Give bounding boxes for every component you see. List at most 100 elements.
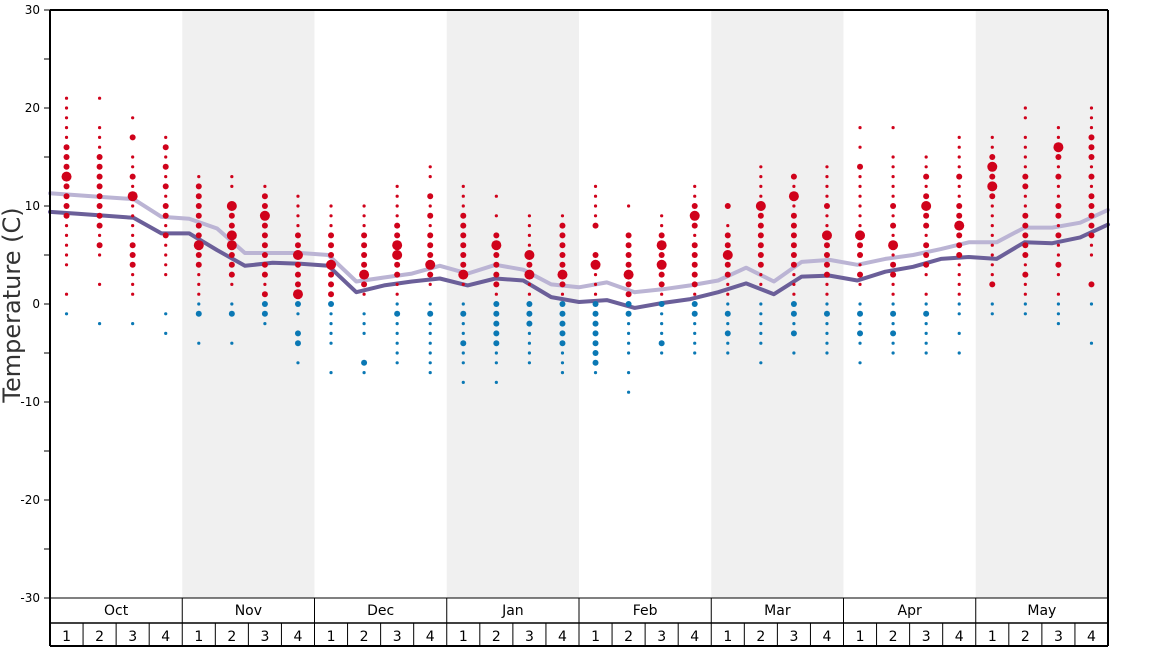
warm-temp-dot	[759, 273, 763, 277]
warm-temp-dot	[131, 116, 135, 120]
warm-temp-dot	[559, 222, 566, 229]
warm-temp-dot	[559, 242, 566, 249]
cold-temp-dot	[592, 340, 599, 347]
warm-temp-dot	[989, 173, 996, 180]
cold-temp-dot	[559, 340, 566, 347]
warm-temp-dot	[691, 203, 698, 209]
warm-temp-dot	[164, 155, 168, 159]
week-label: 1	[194, 629, 203, 645]
cold-temp-dot	[559, 301, 566, 307]
cold-temp-dot	[329, 371, 333, 375]
week-label: 4	[823, 629, 832, 645]
warm-temp-dot	[625, 252, 632, 258]
month-band-jan	[446, 10, 579, 598]
month-label-may: May	[1027, 603, 1056, 619]
warm-temp-dot	[294, 281, 301, 288]
warm-temp-dot	[858, 282, 862, 286]
warm-temp-dot	[460, 232, 467, 239]
warm-temp-dot	[129, 134, 136, 141]
warm-temp-dot	[857, 271, 864, 278]
cold-temp-dot	[759, 331, 763, 335]
cold-temp-dot	[593, 371, 598, 375]
warm-temp-dot	[722, 250, 733, 260]
warm-temp-dot	[1023, 106, 1027, 110]
cold-temp-dot	[197, 302, 201, 306]
warm-temp-dot	[1089, 184, 1094, 188]
cold-temp-dot	[527, 341, 532, 345]
cold-temp-dot	[493, 301, 500, 307]
warm-temp-dot	[987, 181, 998, 192]
y-tick-label: 10	[25, 199, 40, 213]
warm-temp-dot	[1056, 165, 1061, 169]
warm-temp-dot	[924, 155, 928, 159]
cold-temp-dot	[461, 361, 465, 365]
warm-temp-dot	[228, 212, 235, 219]
warm-temp-dot	[294, 232, 301, 239]
cold-temp-dot	[592, 330, 599, 337]
warm-temp-dot	[890, 271, 897, 278]
week-label: 2	[492, 629, 501, 645]
warm-temp-dot	[1089, 116, 1094, 120]
warm-temp-dot	[759, 282, 763, 286]
warm-temp-dot	[131, 233, 135, 237]
warm-temp-dot	[858, 263, 862, 267]
warm-temp-dot	[625, 242, 632, 249]
week-label: 4	[426, 629, 435, 645]
warm-temp-dot	[328, 232, 335, 239]
warm-temp-dot	[593, 194, 598, 198]
warm-temp-dot	[593, 184, 598, 188]
warm-temp-dot	[724, 271, 731, 278]
week-label: 2	[1021, 629, 1030, 645]
cold-temp-dot	[559, 320, 566, 327]
cold-temp-dot	[790, 310, 797, 317]
warm-temp-dot	[395, 214, 399, 218]
week-label: 1	[856, 629, 865, 645]
warm-temp-dot	[395, 184, 399, 188]
cold-temp-dot	[526, 310, 533, 317]
cold-temp-dot	[64, 312, 69, 316]
cold-temp-dot	[658, 301, 665, 307]
cold-temp-dot	[660, 331, 664, 335]
week-label: 1	[327, 629, 336, 645]
cold-temp-dot	[428, 331, 432, 335]
warm-temp-dot	[362, 204, 366, 208]
cold-temp-dot	[924, 322, 928, 326]
cold-temp-dot	[626, 371, 631, 375]
week-label: 3	[1054, 629, 1063, 645]
y-tick-label: 0	[32, 297, 40, 311]
warm-temp-dot	[428, 175, 432, 179]
warm-temp-dot	[230, 282, 234, 286]
cold-temp-dot	[759, 341, 763, 345]
warm-temp-dot	[825, 292, 829, 296]
warm-temp-dot	[61, 171, 72, 182]
cold-temp-dot	[560, 361, 565, 365]
cold-temp-dot	[560, 351, 565, 355]
week-label: 2	[756, 629, 765, 645]
cold-temp-dot	[461, 322, 465, 326]
warm-temp-dot	[261, 252, 268, 258]
cold-temp-dot	[693, 351, 697, 355]
cold-temp-dot	[1056, 302, 1061, 306]
warm-temp-dot	[957, 135, 961, 139]
warm-temp-dot	[790, 222, 797, 229]
warm-temp-dot	[858, 194, 862, 198]
warm-temp-dot	[129, 242, 136, 249]
cold-temp-dot	[460, 310, 467, 317]
warm-temp-dot	[788, 191, 799, 202]
warm-temp-dot	[625, 232, 632, 239]
cold-temp-dot	[726, 351, 730, 355]
warm-temp-dot	[296, 204, 300, 208]
warm-temp-dot	[491, 240, 502, 251]
warm-temp-dot	[1023, 263, 1027, 267]
warm-temp-dot	[427, 193, 434, 200]
cold-temp-dot	[329, 331, 333, 335]
warm-temp-dot	[923, 242, 930, 249]
warm-temp-dot	[825, 214, 829, 218]
warm-temp-dot	[162, 144, 169, 151]
warm-temp-dot	[263, 282, 267, 286]
warm-temp-dot	[957, 194, 961, 198]
cold-temp-dot	[329, 312, 333, 316]
warm-temp-dot	[1089, 106, 1094, 110]
warm-temp-dot	[1088, 154, 1095, 160]
